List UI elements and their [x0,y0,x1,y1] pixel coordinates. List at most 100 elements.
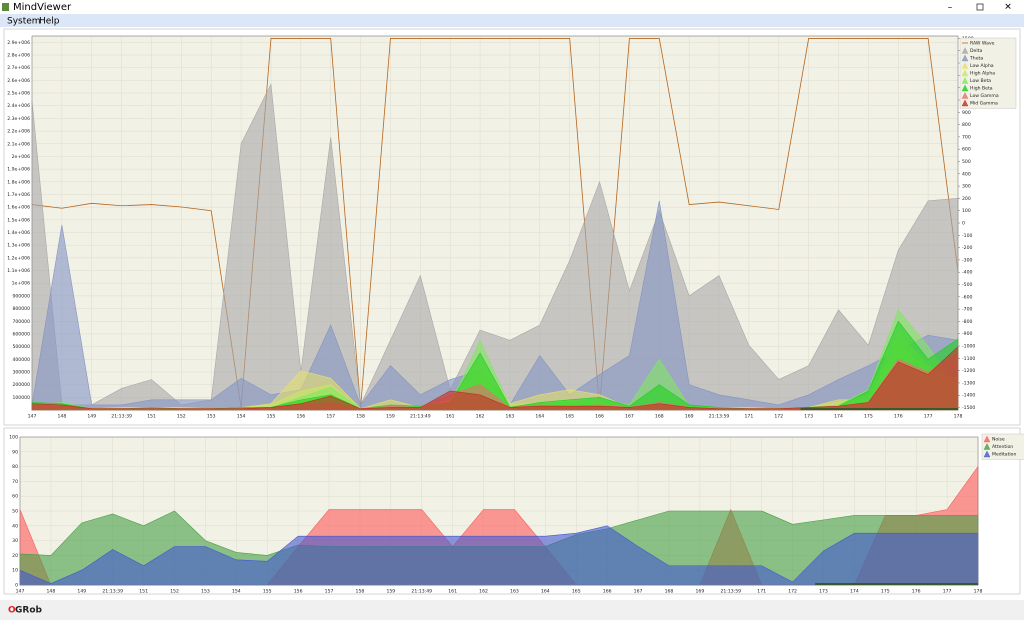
y2-tick-label: 400 [962,171,971,177]
x-tick-label: 155 [267,414,276,420]
x-tick-label: 174 [850,589,859,595]
legend-swatch [961,47,969,54]
y-tick-label: 100 [9,435,18,441]
x-tick-label: 21:13:49 [410,414,431,420]
legend-swatch [983,443,991,450]
y2-tick-label: -1300 [962,380,975,386]
y2-tick-label: 500 [962,159,971,165]
y2-tick-label: -900 [962,331,973,337]
status-bar [0,600,1024,620]
x-tick-label: 171 [745,414,754,420]
x-tick-label: 163 [506,414,515,420]
y2-tick-label: 300 [962,184,971,190]
x-tick-label: 166 [603,589,612,595]
minimize-button[interactable]: – [948,3,953,13]
menu-system[interactable]: System [7,17,41,27]
x-tick-label: 21:13:49 [411,589,432,595]
y2-tick-label: 0 [962,221,965,227]
x-tick-label: 154 [237,414,246,420]
x-tick-label: 154 [232,589,241,595]
legend-label: High Beta [970,86,993,92]
x-tick-label: 156 [294,589,303,595]
y-tick-label: 1.8e+006 [7,179,30,185]
legend-swatch [983,450,991,458]
x-tick-label: 175 [864,414,873,420]
app-icon [2,3,9,11]
y-tick-label: 2e+006 [12,154,30,160]
close-button[interactable]: ✕ [1004,3,1012,13]
legend-label: Attention [992,444,1013,450]
area [19,525,979,586]
x-tick-label: 166 [595,414,604,420]
y-tick-label: 0 [15,583,18,589]
x-tick-label: 157 [325,589,334,595]
y2-tick-label: -1200 [962,368,975,374]
x-tick-label: 168 [655,414,664,420]
x-tick-label: 177 [924,414,933,420]
y-tick-label: 2.5e+006 [7,91,30,97]
logo-o: O [8,606,16,616]
x-tick-label: 178 [954,414,963,420]
range-bar [800,408,958,410]
legend-label: Mid Gamma [970,101,998,107]
x-tick-label: 21:13:59 [709,414,730,420]
menu-help[interactable]: Help [39,17,60,27]
legend-label: Delta [970,48,982,54]
y-tick-label: 2.7e+006 [7,65,30,71]
y-tick-label: 300000 [12,369,30,375]
maximize-button[interactable] [976,3,984,11]
y-tick-label: 60 [12,494,18,500]
x-tick-label: 172 [788,589,797,595]
x-tick-label: 174 [834,414,843,420]
y-tick-label: 20 [12,553,18,559]
x-tick-label: 152 [177,414,186,420]
legend-swatch [961,84,969,92]
y2-tick-label: 200 [962,196,971,202]
x-tick-label: 163 [510,589,519,595]
y2-tick-label: -800 [962,319,973,325]
legend-label: RAW Wave [970,41,995,47]
y-tick-label: 1.3e+006 [7,243,30,249]
legend-label: Noise [992,437,1005,443]
legend-label: Low Beta [970,78,991,84]
x-tick-label: 172 [774,414,783,420]
x-tick-label: 21:13:39 [111,414,132,420]
y-tick-label: 600000 [12,331,30,337]
y-tick-label: 1e+006 [12,281,30,287]
y-tick-label: 400000 [12,357,30,363]
x-tick-label: 169 [685,414,694,420]
y-tick-label: 1.6e+006 [7,205,30,211]
x-tick-label: 147 [28,414,37,420]
legend-label: Theta [969,56,983,62]
y2-tick-label: -300 [962,257,973,263]
legend-label: High Alpha [970,71,995,77]
legend-swatch [961,77,969,84]
x-tick-label: 162 [479,589,488,595]
x-tick-label: 147 [16,589,25,595]
legend-label: Meditation [992,452,1016,458]
x-tick-label: 159 [386,589,395,595]
y-tick-label: 2.8e+006 [7,53,30,59]
y2-tick-label: -700 [962,307,973,313]
y-tick-label: 50 [12,509,18,515]
x-tick-label: 177 [943,589,952,595]
x-tick-label: 169 [695,589,704,595]
y2-tick-label: 600 [962,147,971,153]
y-tick-label: 2.6e+006 [7,78,30,84]
legend-swatch [961,92,969,99]
y2-tick-label: -200 [962,245,973,251]
x-tick-label: 157 [326,414,335,420]
y-tick-label: 2.4e+006 [7,103,30,109]
y-tick-label: 2.9e+006 [7,40,30,46]
x-tick-label: 176 [894,414,903,420]
x-tick-label: 151 [139,589,148,595]
x-tick-label: 153 [201,589,210,595]
y-tick-label: 1.9e+006 [7,167,30,173]
x-tick-label: 165 [565,414,574,420]
y-tick-label: 10 [12,568,18,574]
y2-tick-label: 700 [962,134,971,140]
legend-swatch [961,54,969,62]
x-tick-label: 178 [974,589,983,595]
y2-tick-label: -400 [962,270,973,276]
